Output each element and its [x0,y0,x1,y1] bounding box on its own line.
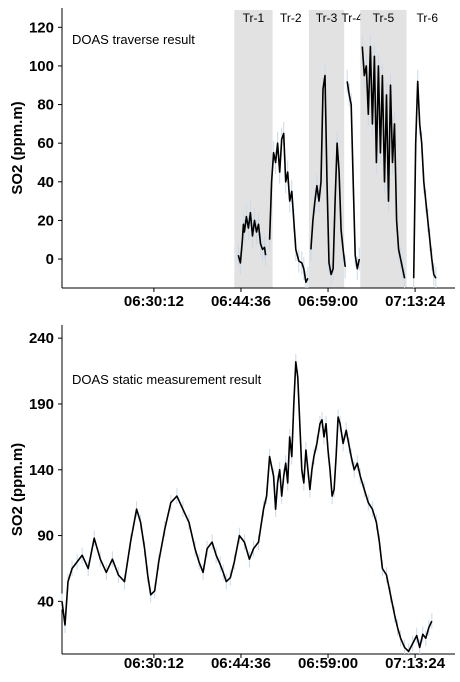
x-tick-label: 06:44:36 [211,655,271,672]
series-line-segment [268,132,309,283]
x-tick-label: 06:44:36 [211,293,271,310]
traverse-chart: Tr-1 Tr-2 Tr-3 Tr-4 Tr-5 Tr-6 0 20 40 60 80 100 120 0… [9,8,455,310]
static-chart: 40 90 140 190 240 06:30:12 06:44:36 06:59:00 07:… [9,325,455,672]
y-axis-label: SO2 (ppm.m) [9,443,26,536]
y-tick-label: 40 [37,174,54,191]
traverse-label: Tr-2 [280,11,302,25]
y-tick-label: 0 [46,251,54,268]
series-line-segment [361,45,406,279]
series-line-segment [346,81,361,270]
y-tick-label: 140 [29,462,54,479]
y-tick-label: 120 [29,19,54,36]
series-line [61,361,433,653]
x-tick-label: 06:59:00 [298,655,358,672]
traverse-label: Tr-1 [243,11,265,25]
traverse-label: Tr-3 [316,11,338,25]
y-tick-label: 100 [29,58,54,75]
series-line-segment [237,211,267,264]
y-tick-label: 90 [37,528,54,545]
x-tick-label: 07:13:24 [385,655,446,672]
y-tick-label: 40 [37,593,54,610]
chart-annotation: DOAS traverse result [72,32,195,47]
traverse-label: Tr-6 [417,11,439,25]
x-tick-label: 07:13:24 [385,293,446,310]
y-tick-label: 20 [37,212,54,229]
x-tick-label: 06:30:12 [124,293,184,310]
y-axis-label: SO2 (ppm.m) [9,101,26,194]
series-line-segment [310,74,346,276]
x-tick-label: 06:59:00 [298,293,358,310]
y-tick-label: 240 [29,330,54,347]
traverse-label: Tr-4 [341,11,363,25]
y-tick-label: 190 [29,396,54,413]
y-tick-label: 80 [37,97,54,114]
traverse-label: Tr-5 [373,11,395,25]
chart-annotation: DOAS static measurement result [72,372,262,387]
y-tick-label: 60 [37,135,54,152]
x-tick-label: 06:30:12 [124,655,184,672]
traverse-band-tr-1 [234,10,273,288]
series-line-segment [412,80,437,279]
